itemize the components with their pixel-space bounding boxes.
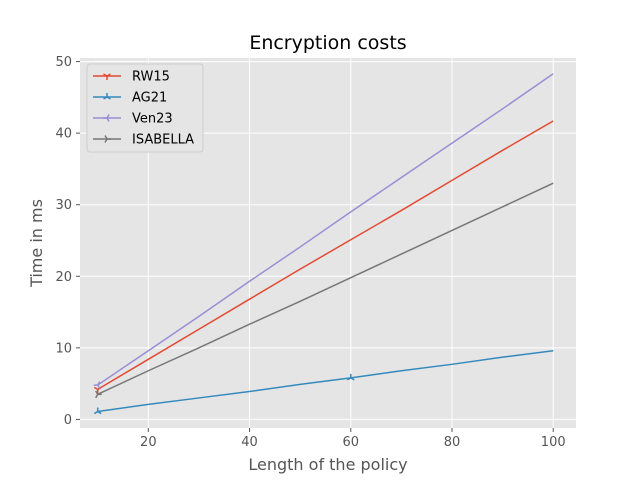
legend-box [86, 63, 204, 153]
marker-arm [106, 96, 111, 100]
legend-marker [103, 114, 110, 122]
series-line-rw15 [97, 120, 554, 390]
series-line-ag21 [97, 349, 554, 413]
marker-arm [106, 73, 111, 77]
y-tick-label: 50 [55, 55, 72, 70]
legend-marker [103, 73, 111, 80]
y-tick-label: 0 [64, 413, 72, 428]
chart-title: Encryption costs [249, 32, 406, 54]
legend: RW15 AG21 Ven23 ISABELLA [86, 63, 204, 153]
y-axis-label: Time in ms [27, 199, 46, 288]
tick-labels: 20 40 60 80 100 0 10 20 30 40 50 [55, 55, 565, 450]
marker-arm [104, 138, 108, 143]
x-tick-label: 40 [241, 435, 258, 450]
marker-arm [97, 384, 101, 389]
series-line-isabella [97, 182, 554, 396]
marker-arm [95, 393, 99, 399]
marker-arm [350, 377, 355, 381]
marker-arm [106, 117, 110, 122]
x-axis-label: Length of the policy [248, 455, 407, 474]
y-tick-label: 40 [55, 127, 72, 142]
legend-label: AG21 [132, 91, 167, 106]
legend-label: ISABELLA [132, 133, 194, 148]
y-tick-label: 20 [55, 270, 72, 285]
y-tick-label: 30 [55, 198, 72, 213]
series-line-ven23 [97, 73, 554, 386]
marker-arm [93, 386, 99, 391]
marker-arm [93, 410, 99, 415]
legend-label: RW15 [132, 70, 170, 85]
marker-arm [103, 73, 108, 77]
x-tick-label: 60 [343, 435, 360, 450]
data-point-marker [95, 390, 102, 399]
x-tick-label: 80 [444, 435, 461, 450]
marker-arm [103, 96, 108, 100]
marker-arm [97, 410, 102, 415]
marker-arm [104, 135, 108, 140]
marker-arm [97, 381, 101, 386]
legend-label: Ven23 [132, 112, 173, 127]
data-point-marker [93, 381, 101, 389]
x-tick-label: 100 [541, 435, 566, 450]
marker-arm [106, 114, 110, 119]
marker-arm [95, 390, 99, 395]
legend-marker [104, 135, 111, 143]
data-point-marker [93, 407, 102, 415]
series-lines [93, 73, 554, 415]
grid-lines [80, 58, 576, 428]
x-tick-label: 20 [140, 435, 157, 450]
legend-marker [103, 93, 111, 100]
y-tick-label: 10 [55, 341, 72, 356]
data-point-marker [346, 373, 355, 381]
marker-arm [346, 377, 352, 381]
